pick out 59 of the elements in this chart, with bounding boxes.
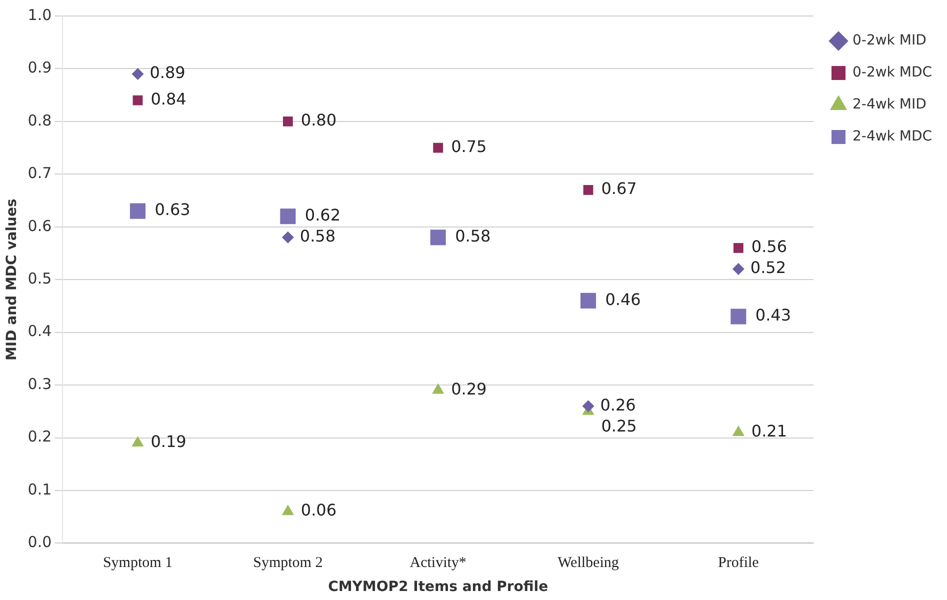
data-label: 0.84 <box>150 90 186 109</box>
y-tick-label: 1.0 <box>28 6 52 24</box>
x-axis-title: CMYMOP2 Items and Profile <box>328 579 548 596</box>
point <box>732 263 744 276</box>
data-label: 0.56 <box>751 237 788 256</box>
y-tick-label: 0.9 <box>28 58 52 77</box>
y-tick-label: 0.2 <box>28 428 52 446</box>
data-label: 0.21 <box>751 422 788 441</box>
point <box>583 185 594 195</box>
data-label: 0.26 <box>600 395 636 414</box>
data-label: 0.46 <box>605 290 641 309</box>
point <box>730 308 746 324</box>
point <box>132 436 144 447</box>
data-label: 0.29 <box>451 379 487 398</box>
y-tick-label: 0.0 <box>28 533 52 552</box>
data-label: 0.63 <box>154 200 190 220</box>
data-label: 0.62 <box>304 205 341 224</box>
y-tick-label: 0.3 <box>28 374 52 393</box>
x-tick-label: Symptom 1 <box>102 555 173 572</box>
legend-label: 2-4wk MID <box>852 96 926 113</box>
point <box>130 203 146 219</box>
legend-label: 0-2wk MDC <box>852 64 932 81</box>
data-label: 0.67 <box>601 179 637 198</box>
legend-label: 2-4wk MDC <box>852 128 932 145</box>
point <box>732 425 744 436</box>
point <box>582 400 594 412</box>
legend-label: 0-2wk MID <box>852 32 926 49</box>
y-tick-label: 0.6 <box>28 216 52 235</box>
point <box>280 208 296 224</box>
y-tick-label: 0.5 <box>28 269 52 288</box>
point <box>282 116 293 126</box>
data-label: 0.75 <box>451 136 487 156</box>
point <box>282 504 294 516</box>
point <box>433 142 444 153</box>
x-tick-label: Activity* <box>410 555 466 572</box>
data-label: 0.25 <box>601 416 637 436</box>
data-label: 0.19 <box>150 432 186 452</box>
data-label: 0.06 <box>300 500 337 520</box>
y-axis-title: MID and MDC values <box>4 198 20 361</box>
data-label: 0.80 <box>300 110 337 130</box>
y-tick-label: 0.7 <box>28 164 52 182</box>
y-tick-label: 0.1 <box>28 480 52 498</box>
data-label: 0.52 <box>750 258 786 278</box>
x-tick-label: Profile <box>718 555 760 572</box>
point <box>132 95 143 106</box>
y-tick-label: 0.4 <box>28 322 52 340</box>
data-label: 0.43 <box>755 306 792 325</box>
x-tick-label: Wellbeing <box>558 555 620 572</box>
point <box>282 231 294 244</box>
x-tick-label: Symptom 2 <box>253 555 323 572</box>
data-label: 0.58 <box>300 226 336 246</box>
point <box>432 383 444 394</box>
point <box>132 68 144 80</box>
y-tick-label: 0.8 <box>28 111 52 130</box>
point <box>580 292 596 308</box>
point <box>733 243 744 253</box>
data-label: 0.89 <box>150 63 186 82</box>
point <box>430 230 446 246</box>
data-label: 0.58 <box>455 226 491 246</box>
